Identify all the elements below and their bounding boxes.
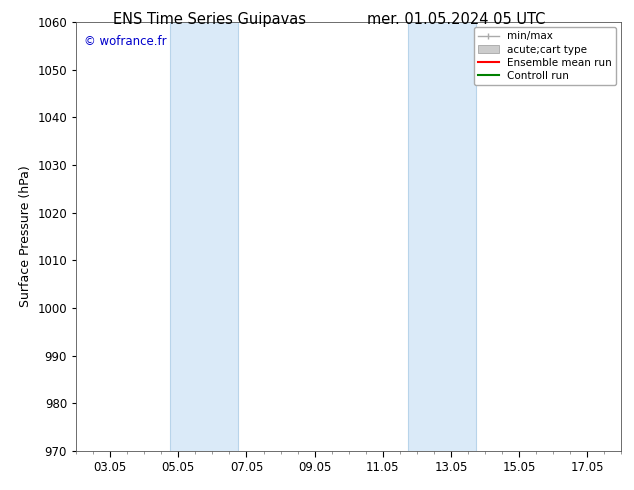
Text: ENS Time Series Guipavas: ENS Time Series Guipavas: [113, 12, 306, 27]
Y-axis label: Surface Pressure (hPa): Surface Pressure (hPa): [19, 166, 32, 307]
Text: mer. 01.05.2024 05 UTC: mer. 01.05.2024 05 UTC: [367, 12, 546, 27]
Legend: min/max, acute;cart type, Ensemble mean run, Controll run: min/max, acute;cart type, Ensemble mean …: [474, 27, 616, 85]
Bar: [408, 22, 477, 451]
Text: © wofrance.fr: © wofrance.fr: [84, 35, 167, 48]
Bar: [170, 22, 238, 451]
